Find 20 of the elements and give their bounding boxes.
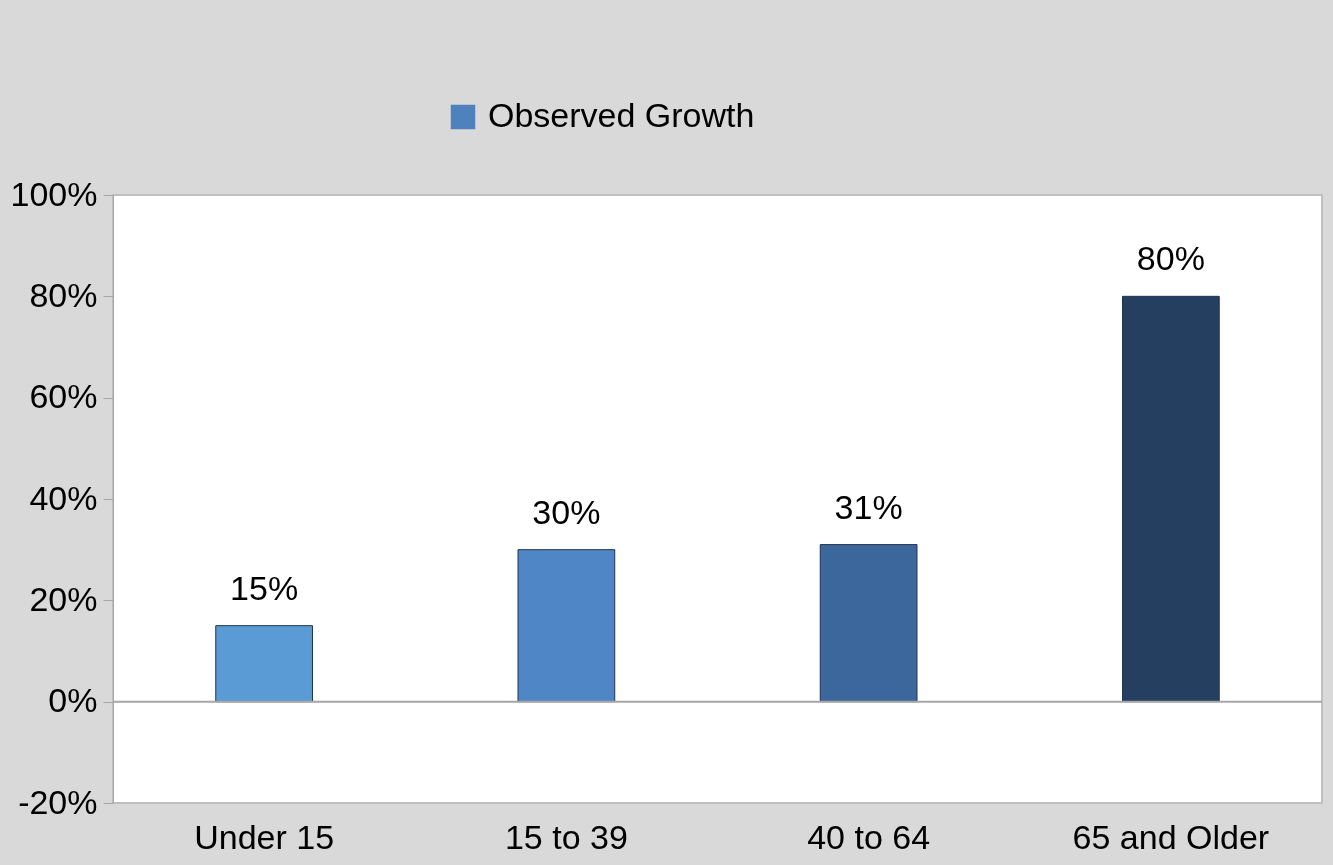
x-tick-label: 15 to 39 xyxy=(504,817,628,856)
x-tick-label: 40 to 64 xyxy=(807,817,931,856)
bar xyxy=(517,549,616,703)
bar xyxy=(1122,295,1220,703)
data-label: 31% xyxy=(834,487,903,526)
y-tick-label: 60% xyxy=(29,377,98,416)
legend-label: Observed Growth xyxy=(488,96,755,134)
y-tick-label: 20% xyxy=(29,579,98,618)
y-tick-label: 100% xyxy=(10,174,98,213)
x-tick-label: Under 15 xyxy=(194,817,335,856)
bar xyxy=(819,544,918,703)
bar xyxy=(215,625,313,703)
data-label: 80% xyxy=(1136,239,1205,278)
y-tick-label: 0% xyxy=(48,681,98,720)
x-tick-label: 65 and Older xyxy=(1072,817,1270,856)
y-tick-label: 40% xyxy=(29,478,98,517)
y-tick-label: 80% xyxy=(29,275,98,314)
data-label: 30% xyxy=(532,492,601,531)
data-label: 15% xyxy=(230,568,299,607)
y-tick-label: -20% xyxy=(18,782,98,821)
